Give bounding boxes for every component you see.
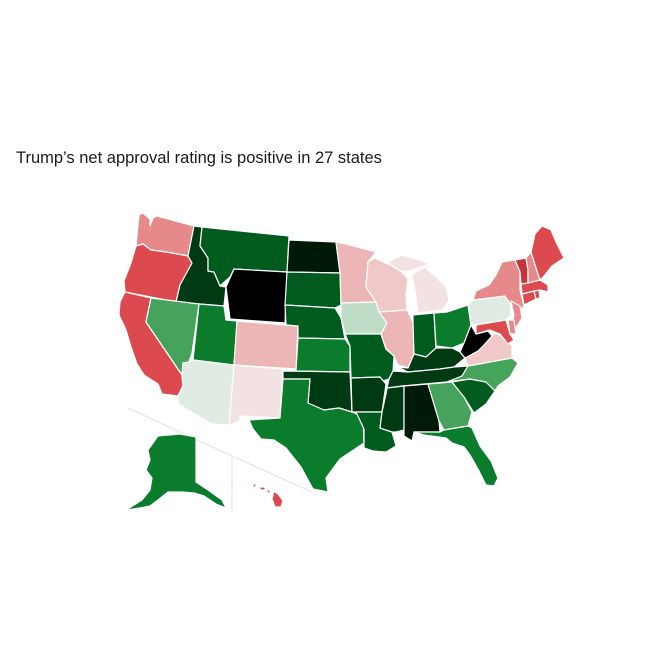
state-wyoming[interactable] <box>225 268 288 324</box>
state-michigan-upper[interactable] <box>387 254 431 273</box>
state-wisconsin[interactable] <box>365 257 409 313</box>
state-north-carolina[interactable] <box>446 357 519 392</box>
state-florida[interactable] <box>413 425 499 487</box>
state-north-dakota[interactable] <box>286 239 341 274</box>
state-michigan[interactable] <box>411 266 450 314</box>
state-texas[interactable] <box>248 378 365 493</box>
state-arizona[interactable] <box>177 359 235 426</box>
state-illinois[interactable] <box>378 309 415 369</box>
state-hawaii[interactable] <box>271 490 284 508</box>
map-title: Trump’s net approval rating is positive … <box>16 149 382 167</box>
state-maryland[interactable] <box>475 319 515 345</box>
state-maine[interactable] <box>530 225 565 281</box>
state-kansas[interactable] <box>295 337 351 373</box>
state-arkansas[interactable] <box>350 376 387 413</box>
inset-separator-line <box>231 455 313 493</box>
state-west-virginia[interactable] <box>459 324 493 359</box>
state-new-mexico[interactable] <box>228 364 284 426</box>
state-hawaii-islands[interactable] <box>252 483 271 494</box>
state-alaska[interactable] <box>125 433 227 511</box>
state-colorado[interactable] <box>233 320 299 370</box>
state-delaware[interactable] <box>507 319 517 335</box>
state-south-dakota[interactable] <box>284 271 342 309</box>
states-layer <box>118 212 565 511</box>
